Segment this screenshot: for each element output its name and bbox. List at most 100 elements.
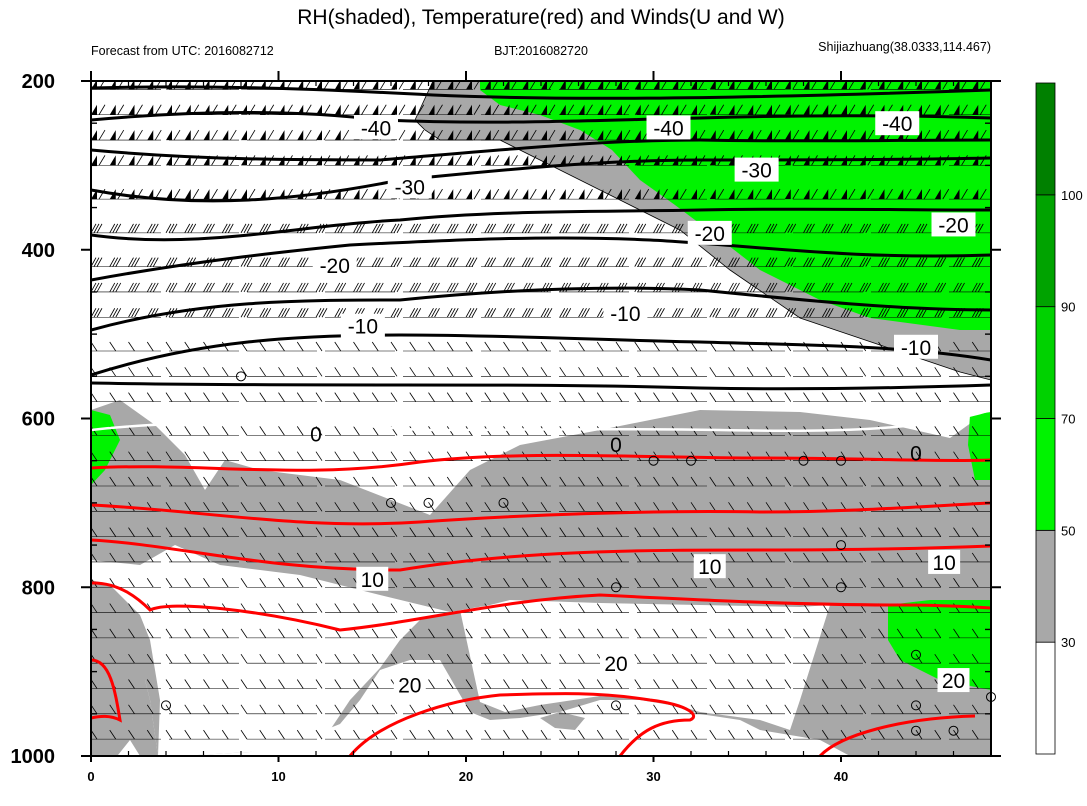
wind-barb [240, 476, 248, 487]
wind-barb [540, 578, 548, 588]
wind-barb [377, 282, 384, 293]
wind-barb-flag [934, 81, 941, 90]
wind-barb [565, 308, 572, 318]
wind-barb [484, 392, 492, 402]
wind-barb [484, 704, 492, 715]
wind-barb [971, 729, 979, 740]
wind-barb [846, 308, 853, 318]
wind-barb-flag [803, 189, 810, 200]
contour-label-bg [312, 252, 357, 277]
wind-barb [765, 679, 773, 689]
wind-barb [559, 426, 567, 436]
wind-barb [596, 367, 604, 377]
wind-barb [937, 282, 944, 293]
wind-barb [465, 257, 472, 267]
wind-barb-flag [634, 130, 641, 141]
wind-barb-flag [503, 130, 510, 141]
wind-barb [503, 308, 509, 318]
wind-barb [521, 729, 529, 740]
wind-barb [809, 257, 815, 267]
wind-barb [390, 603, 398, 613]
wind-barb [487, 308, 494, 318]
wind-barb [117, 129, 125, 141]
wind-barb-flag [728, 104, 735, 115]
wind-barb [165, 628, 173, 639]
wind-barb [465, 282, 472, 293]
wind-barb [296, 392, 304, 402]
wind-barb [596, 729, 604, 740]
wind-barb [773, 104, 781, 115]
wind-barb-flag [672, 189, 679, 200]
colorbar-label: 30 [1061, 635, 1075, 650]
wind-barb [994, 258, 999, 267]
wind-barb [409, 426, 417, 436]
wind-barb [431, 308, 437, 318]
contour-label-bg [875, 111, 920, 136]
wind-barb-flag [766, 81, 772, 90]
wind-barb [240, 223, 247, 234]
wind-barb [259, 578, 267, 588]
wind-barb [334, 392, 342, 402]
wind-barb [521, 476, 529, 487]
wind-barb [886, 188, 893, 200]
wind-barb [315, 367, 323, 377]
wind-barb [165, 552, 173, 563]
wind-barb [529, 129, 537, 141]
wind-barb-flag [334, 81, 341, 90]
wind-barb [918, 282, 925, 293]
wind-barb [449, 308, 456, 318]
wind-barb [690, 341, 698, 352]
wind-barb [698, 188, 706, 200]
wind-barb [334, 282, 341, 293]
wind-barb [896, 628, 904, 639]
wind-barb [690, 679, 698, 689]
wind-barb [109, 476, 117, 487]
wind-barb [942, 104, 950, 115]
wind-barb [521, 527, 529, 537]
wind-barb [146, 578, 154, 588]
wind-barb [540, 653, 548, 664]
wind-barb [765, 653, 773, 664]
wind-barb [915, 552, 923, 563]
wind-barb [803, 257, 809, 267]
wind-barb [653, 257, 659, 267]
wind-barb [717, 129, 725, 141]
wind-barb [452, 223, 459, 234]
wind-barb [768, 282, 775, 293]
wind-barb [754, 129, 762, 141]
wind-barb-flag [672, 104, 679, 115]
wind-barb [915, 476, 923, 487]
calm-circle [836, 582, 846, 593]
wind-barb [131, 223, 137, 234]
wind-barb [746, 527, 754, 537]
wind-barb [165, 257, 172, 267]
wind-barb [409, 308, 416, 318]
x-tick-label: 20 [459, 769, 473, 784]
wind-barb [859, 729, 867, 740]
wind-barb [899, 257, 906, 267]
wind-barb [803, 628, 810, 639]
wind-barb [259, 223, 266, 234]
wind-barb [203, 282, 209, 293]
wind-barb [374, 257, 381, 267]
wind-barb [878, 392, 885, 402]
wind-barb [436, 155, 443, 166]
colorbar-label: 50 [1061, 523, 1075, 538]
wind-barb [659, 223, 665, 234]
wind-barb-flag [616, 189, 622, 200]
wind-barb-flag [578, 104, 585, 115]
isotherm-red-20-d [818, 714, 976, 756]
wind-barb [784, 308, 791, 318]
wind-barb [671, 426, 679, 436]
wind-barb [361, 188, 368, 200]
wind-barb [811, 188, 818, 200]
wind-barb [971, 704, 979, 715]
wind-barb [473, 104, 481, 115]
wind-barb [321, 282, 328, 293]
wind-barb [974, 282, 981, 293]
wind-barb [690, 603, 698, 613]
wind-barb [548, 104, 556, 115]
wind-barb [784, 282, 791, 293]
wind-barb [693, 257, 700, 267]
wind-barb-flag [691, 81, 697, 90]
